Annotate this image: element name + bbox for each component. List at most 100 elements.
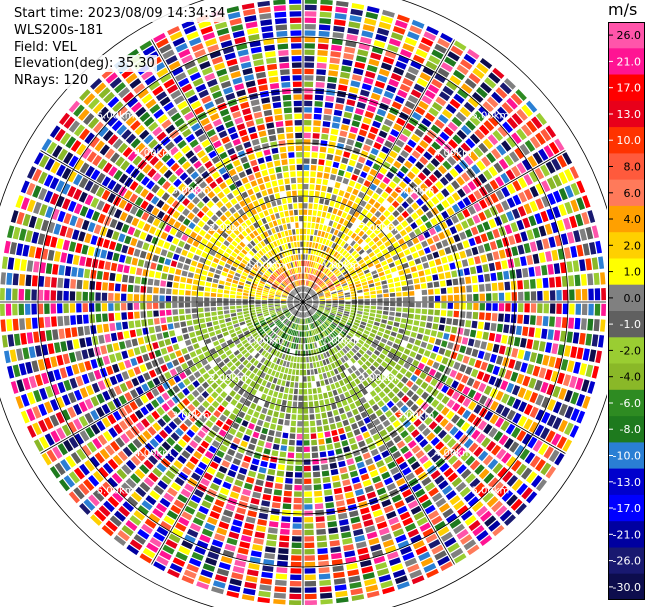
velocity-gate xyxy=(93,224,102,235)
velocity-gate xyxy=(6,272,13,285)
velocity-gate xyxy=(274,11,287,18)
velocity-gate xyxy=(373,259,380,265)
velocity-gate xyxy=(438,114,449,124)
velocity-gate xyxy=(294,302,300,305)
velocity-gate xyxy=(324,290,330,294)
velocity-gate xyxy=(270,311,276,315)
velocity-gate xyxy=(368,398,376,406)
velocity-gate xyxy=(521,158,532,171)
velocity-gate xyxy=(501,200,510,211)
velocity-gate xyxy=(224,454,233,462)
velocity-gate xyxy=(125,72,138,84)
velocity-gate xyxy=(276,239,281,246)
velocity-gate xyxy=(392,176,401,184)
velocity-gate xyxy=(238,129,248,137)
velocity-gate xyxy=(286,256,290,263)
velocity-gate xyxy=(325,502,335,509)
velocity-gate xyxy=(415,434,424,443)
velocity-gate xyxy=(303,190,309,196)
velocity-gate xyxy=(206,129,216,138)
velocity-gate xyxy=(374,515,386,524)
velocity-gate xyxy=(201,205,210,214)
velocity-gate xyxy=(410,461,421,471)
velocity-gate xyxy=(115,221,124,231)
velocity-gate xyxy=(522,217,531,229)
velocity-gate xyxy=(284,367,289,374)
velocity-gate xyxy=(291,555,302,561)
velocity-gate xyxy=(270,141,278,148)
velocity-gate xyxy=(94,82,107,95)
velocity-gate xyxy=(461,172,471,182)
velocity-gate xyxy=(261,300,267,302)
velocity-gate xyxy=(355,352,362,358)
velocity-gate xyxy=(273,248,278,254)
velocity-gate xyxy=(294,216,299,222)
velocity-gate xyxy=(396,14,410,23)
velocity-gate xyxy=(278,548,289,554)
velocity-gate xyxy=(274,271,279,277)
velocity-gate xyxy=(187,212,195,220)
velocity-gate xyxy=(305,318,308,324)
velocity-gate xyxy=(296,294,301,299)
velocity-gate xyxy=(256,227,263,234)
velocity-gate xyxy=(570,245,578,258)
velocity-gate xyxy=(305,295,310,300)
velocity-gate xyxy=(178,412,187,421)
velocity-gate xyxy=(250,497,260,505)
velocity-gate xyxy=(274,586,287,593)
velocity-gate xyxy=(211,311,217,316)
velocity-gate xyxy=(422,528,435,538)
velocity-gate xyxy=(303,369,307,376)
velocity-gate xyxy=(247,394,255,402)
velocity-gate xyxy=(25,289,31,301)
velocity-gate xyxy=(217,405,225,413)
velocity-gate xyxy=(331,429,338,436)
velocity-gate xyxy=(165,470,176,480)
velocity-gate xyxy=(346,138,355,146)
velocity-gate xyxy=(344,550,356,558)
velocity-gate xyxy=(103,323,110,333)
velocity-gate xyxy=(284,113,293,120)
velocity-gate xyxy=(276,172,283,179)
velocity-gate xyxy=(474,129,485,140)
velocity-gate xyxy=(391,200,400,209)
velocity-gate xyxy=(342,339,348,345)
velocity-gate xyxy=(225,369,232,376)
velocity-gate xyxy=(197,376,205,384)
velocity-gate xyxy=(202,372,210,380)
velocity-gate xyxy=(253,411,260,418)
velocity-gate xyxy=(282,237,287,244)
velocity-gate xyxy=(316,256,320,263)
velocity-gate xyxy=(357,547,369,555)
velocity-gate xyxy=(126,496,139,508)
velocity-gate xyxy=(303,145,311,151)
velocity-gate xyxy=(109,77,122,89)
velocity-gate xyxy=(211,205,219,213)
velocity-gate xyxy=(290,568,302,574)
velocity-gate xyxy=(381,499,392,508)
velocity-gate xyxy=(125,477,137,489)
velocity-gate xyxy=(306,297,312,301)
velocity-gate xyxy=(165,124,176,134)
velocity-gate xyxy=(297,241,300,248)
velocity-gate xyxy=(257,124,266,131)
velocity-gate xyxy=(306,304,311,309)
velocity-gate xyxy=(249,338,255,344)
velocity-gate xyxy=(198,307,204,313)
velocity-gate xyxy=(192,380,200,388)
velocity-gate xyxy=(293,235,297,242)
velocity-gate xyxy=(317,554,329,561)
velocity-gate xyxy=(303,357,306,363)
velocity-gate xyxy=(353,263,359,269)
velocity-gate xyxy=(283,101,292,107)
velocity-gate xyxy=(263,196,270,203)
velocity-gate xyxy=(277,418,284,425)
velocity-gate xyxy=(244,342,250,348)
velocity-gate xyxy=(348,437,356,445)
velocity-gate xyxy=(53,369,62,381)
velocity-gate xyxy=(419,276,426,283)
velocity-gate xyxy=(35,247,43,259)
velocity-gate xyxy=(287,285,292,290)
velocity-gate xyxy=(417,234,425,242)
velocity-gate xyxy=(350,80,361,88)
